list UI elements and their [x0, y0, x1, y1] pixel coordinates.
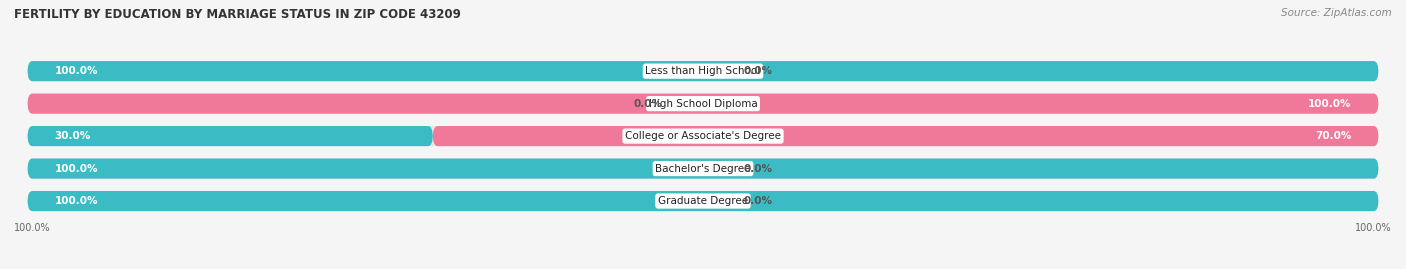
FancyBboxPatch shape	[28, 126, 433, 146]
FancyBboxPatch shape	[433, 126, 1378, 146]
Text: Source: ZipAtlas.com: Source: ZipAtlas.com	[1281, 8, 1392, 18]
Text: Graduate Degree: Graduate Degree	[658, 196, 748, 206]
Text: 70.0%: 70.0%	[1315, 131, 1351, 141]
Text: High School Diploma: High School Diploma	[648, 99, 758, 109]
Text: 100.0%: 100.0%	[1355, 223, 1392, 233]
FancyBboxPatch shape	[28, 158, 1378, 179]
Text: 100.0%: 100.0%	[55, 66, 98, 76]
Text: Bachelor's Degree: Bachelor's Degree	[655, 164, 751, 174]
FancyBboxPatch shape	[28, 158, 1378, 179]
Text: College or Associate's Degree: College or Associate's Degree	[626, 131, 780, 141]
Text: 100.0%: 100.0%	[55, 164, 98, 174]
FancyBboxPatch shape	[28, 61, 1378, 81]
Text: Less than High School: Less than High School	[645, 66, 761, 76]
FancyBboxPatch shape	[28, 126, 1378, 146]
FancyBboxPatch shape	[28, 191, 1378, 211]
FancyBboxPatch shape	[28, 94, 1378, 114]
Text: 0.0%: 0.0%	[744, 164, 772, 174]
Text: 100.0%: 100.0%	[1308, 99, 1351, 109]
Text: 100.0%: 100.0%	[14, 223, 51, 233]
Text: FERTILITY BY EDUCATION BY MARRIAGE STATUS IN ZIP CODE 43209: FERTILITY BY EDUCATION BY MARRIAGE STATU…	[14, 8, 461, 21]
Text: 30.0%: 30.0%	[55, 131, 91, 141]
FancyBboxPatch shape	[28, 191, 1378, 211]
Text: 0.0%: 0.0%	[744, 196, 772, 206]
FancyBboxPatch shape	[28, 94, 1378, 114]
FancyBboxPatch shape	[28, 61, 1378, 81]
Text: 0.0%: 0.0%	[744, 66, 772, 76]
Text: 0.0%: 0.0%	[634, 99, 662, 109]
Text: 100.0%: 100.0%	[55, 196, 98, 206]
